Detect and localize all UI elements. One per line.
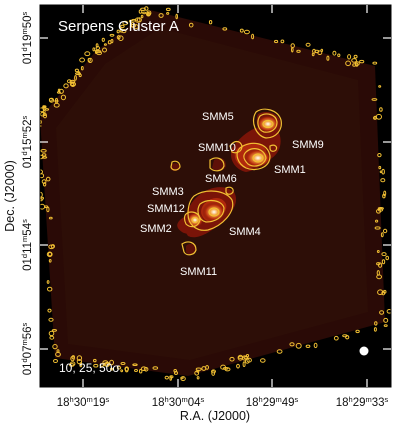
x-tick-label: 18h29m49s [246,395,299,409]
x-tick-label: 18h30m19s [57,395,110,409]
source-label-smm1: SMM1 [274,164,306,176]
x-tick-label: 18h30m04s [152,395,205,409]
plot-frame [39,4,392,388]
beam-marker [359,346,369,356]
source-label-smm9: SMM9 [292,139,324,151]
tick-marks [40,5,391,387]
source-label-smm10: SMM10 [198,142,236,154]
y-axis-title: Dec. (J2000) [3,160,17,232]
y-tick-labels: 01d19m50s 01d15m52s 01d11m54s 01d07m56s [20,11,34,375]
source-labels: SMM5 SMM9 SMM10 SMM1 SMM6 SMM3 SMM12 SMM… [140,111,324,278]
y-tick-label: 01d15m52s [20,115,34,168]
source-label-smm12: SMM12 [147,203,185,215]
source-label-smm5: SMM5 [202,111,234,123]
y-tick-label: 01d19m50s [20,11,34,64]
source-label-smm6: SMM6 [205,173,237,185]
contour-levels-note: 10, 25, 50σ [59,361,120,375]
x-axis-title: R.A. (J2000) [180,409,250,423]
source-label-smm4: SMM4 [229,226,261,238]
panel-title: Serpens Cluster A [58,18,179,35]
y-tick-label: 01d07m56s [20,322,34,375]
source-label-smm2: SMM2 [140,223,172,235]
source-label-smm3: SMM3 [152,186,184,198]
edge-noise-contours [40,6,391,382]
y-tick-label: 01d11m54s [20,219,34,271]
x-tick-labels: 18h30m19s 18h30m04s 18h29m49s 18h29m33s [57,395,389,409]
contour-lines [170,108,282,256]
x-tick-label: 18h29m33s [336,395,389,409]
source-label-smm11: SMM11 [180,266,217,278]
